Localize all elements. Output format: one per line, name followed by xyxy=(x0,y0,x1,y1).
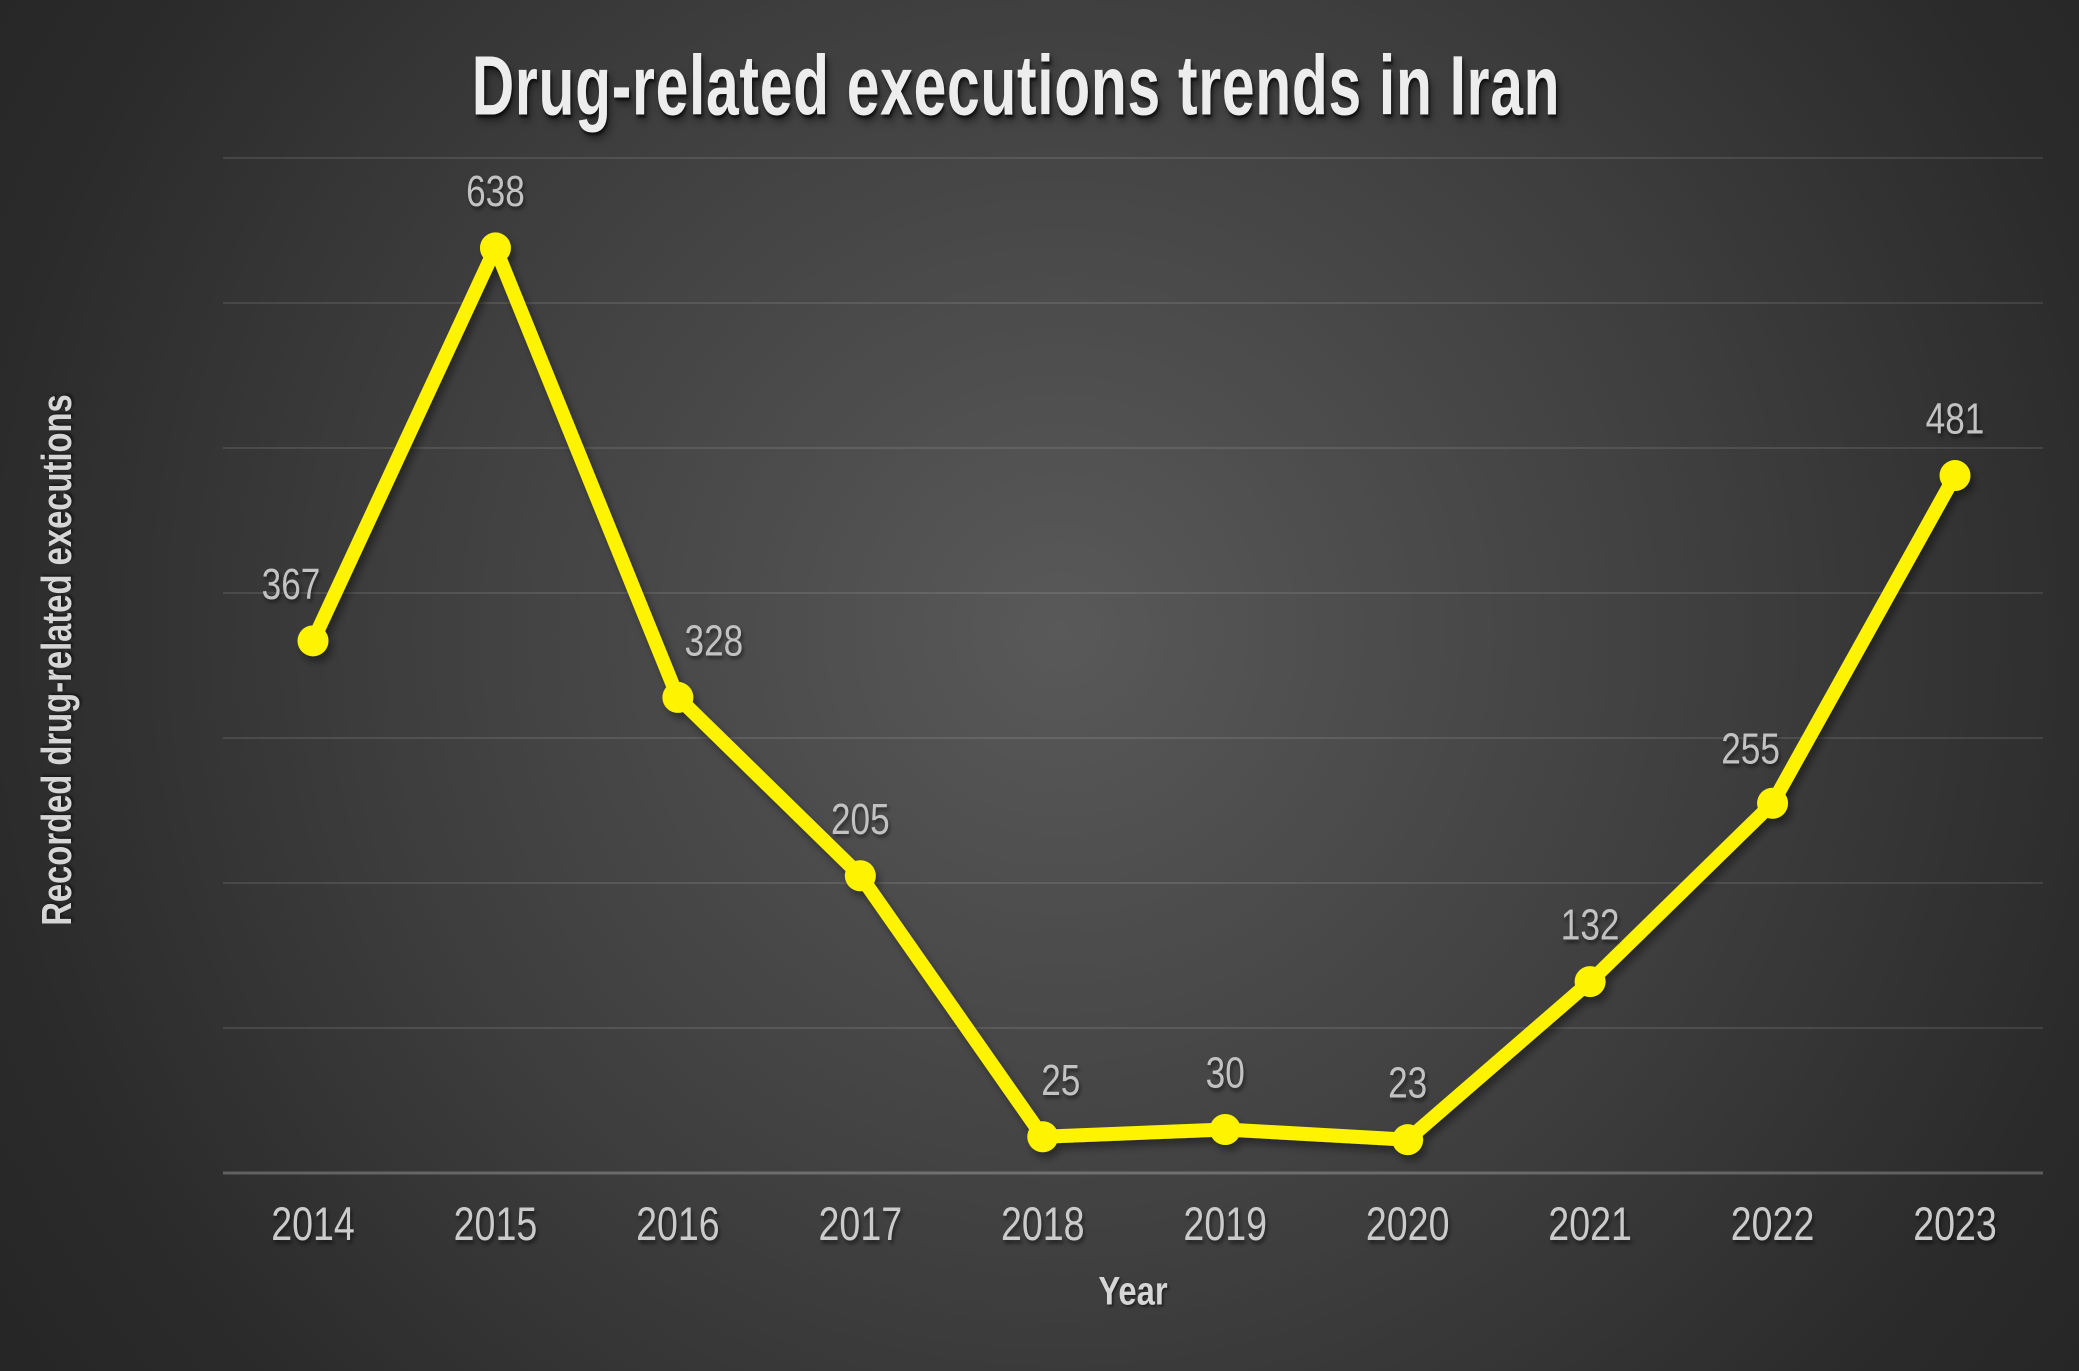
x-axis-ticks: 2014 2015 2016 2017 2018 2019 2020 2021 2022 2023 xyxy=(271,1198,1997,1251)
x-tick-2014: 2014 xyxy=(271,1198,355,1251)
x-tick-2021: 2021 xyxy=(1548,1198,1632,1251)
x-tick-2019: 2019 xyxy=(1183,1198,1267,1251)
chart-title: Drug-related executions trends in Iran xyxy=(471,38,1561,133)
value-label-2014: 367 xyxy=(262,560,321,609)
data-point-2020 xyxy=(1392,1124,1424,1156)
value-label-2022: 255 xyxy=(1721,725,1780,774)
data-point-2015 xyxy=(479,232,511,264)
x-tick-2023: 2023 xyxy=(1913,1198,1997,1251)
data-point-2023 xyxy=(1939,460,1971,492)
data-point-2022 xyxy=(1757,787,1789,819)
data-point-2021 xyxy=(1574,966,1606,998)
x-tick-2018: 2018 xyxy=(1001,1198,1085,1251)
value-label-2019: 30 xyxy=(1206,1049,1245,1098)
data-point-2014 xyxy=(297,625,329,657)
value-label-2015: 638 xyxy=(466,167,525,216)
value-label-2023: 481 xyxy=(1926,395,1985,444)
gridlines xyxy=(223,157,2043,1175)
series-line xyxy=(297,232,1971,1156)
x-tick-2020: 2020 xyxy=(1366,1198,1450,1251)
x-tick-2015: 2015 xyxy=(454,1198,538,1251)
value-labels: 367 638 328 205 25 30 23 132 255 481 xyxy=(262,167,1985,1107)
value-label-2020: 23 xyxy=(1388,1059,1427,1108)
x-tick-2017: 2017 xyxy=(819,1198,903,1251)
value-label-2017: 205 xyxy=(831,795,890,844)
x-axis-title: Year xyxy=(1098,1269,1168,1314)
value-label-2016: 328 xyxy=(685,617,744,666)
data-point-2019 xyxy=(1209,1114,1241,1145)
data-point-2018 xyxy=(1027,1121,1059,1153)
data-point-2017 xyxy=(844,860,876,892)
x-tick-2016: 2016 xyxy=(636,1198,720,1251)
value-label-2021: 132 xyxy=(1561,901,1620,950)
value-label-2018: 25 xyxy=(1041,1056,1080,1105)
data-point-2016 xyxy=(662,681,694,713)
series-path xyxy=(306,240,1962,1147)
x-tick-2022: 2022 xyxy=(1731,1198,1815,1251)
